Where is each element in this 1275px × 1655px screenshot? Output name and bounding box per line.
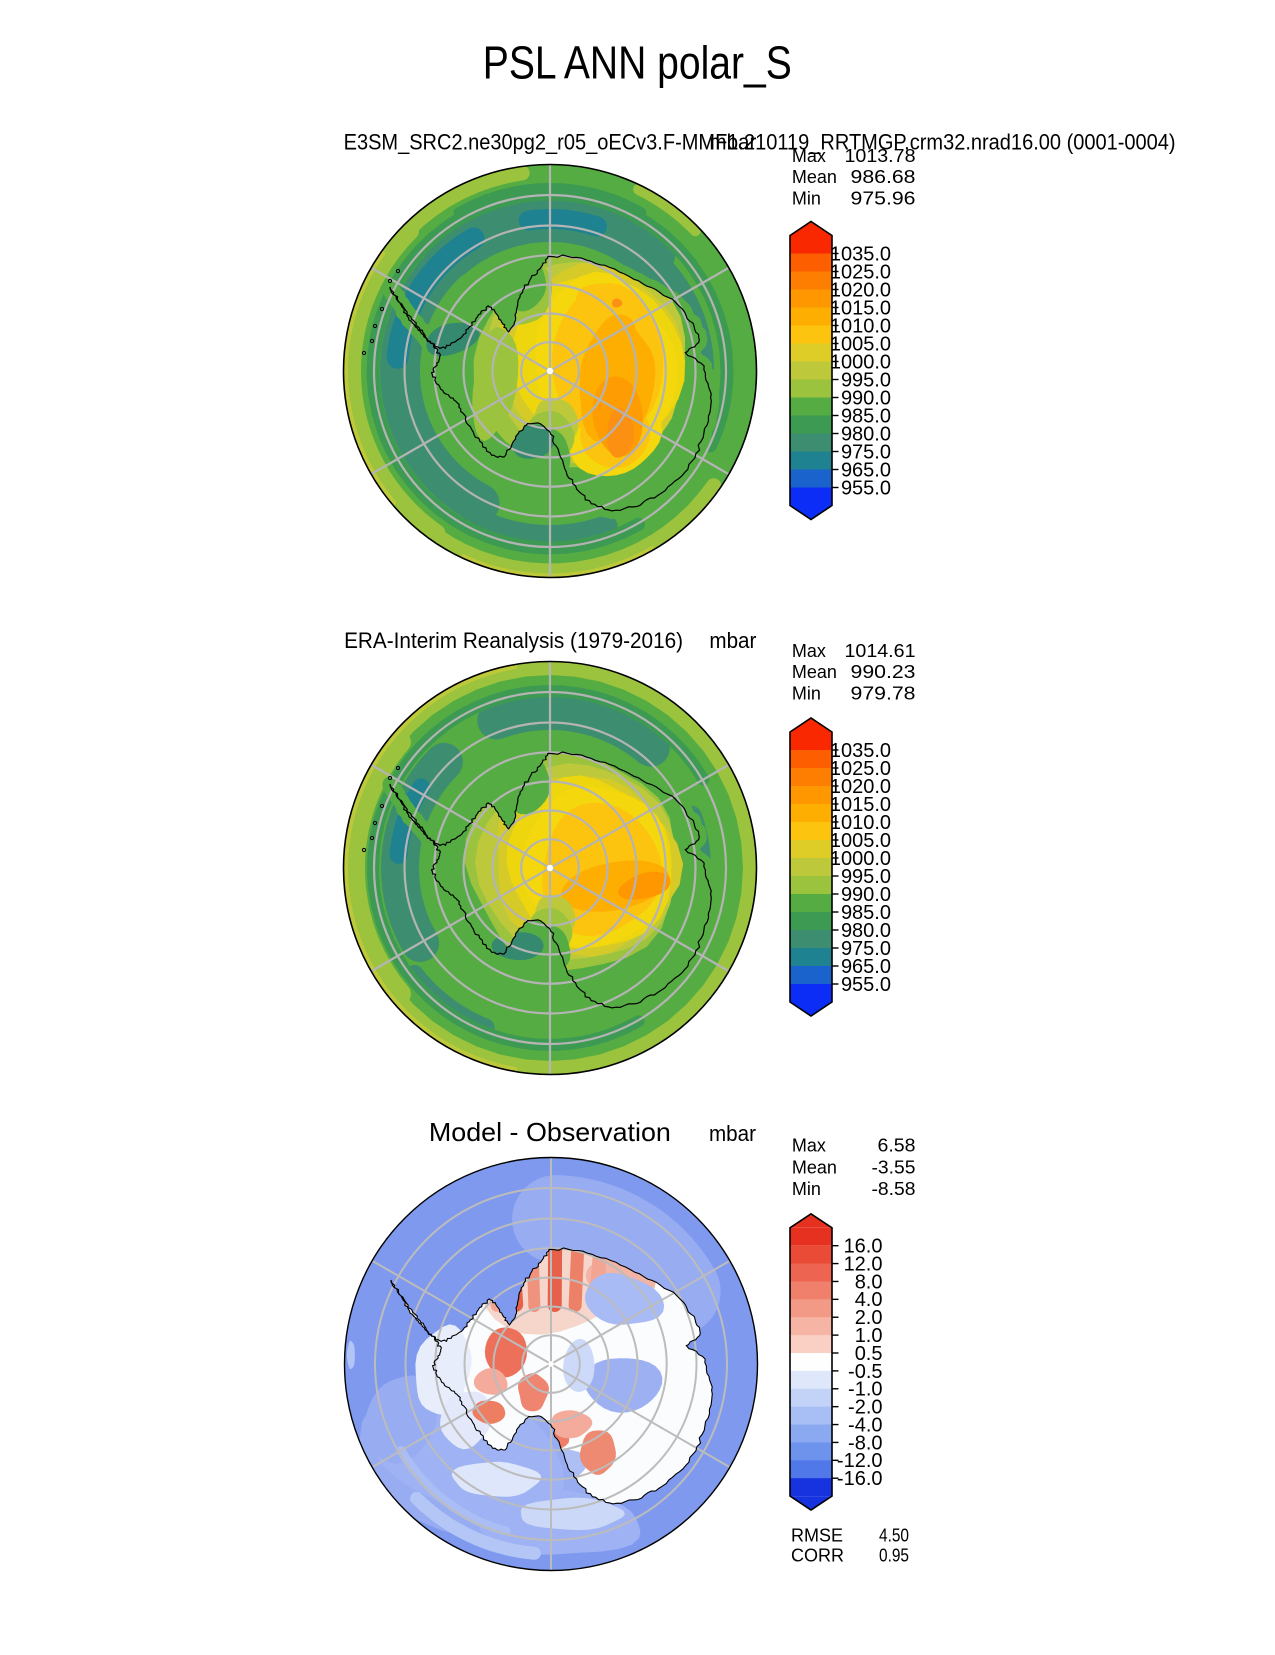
svg-text:985.0: 985.0 bbox=[841, 405, 891, 427]
svg-text:1013.78: 1013.78 bbox=[845, 146, 916, 166]
svg-text:980.0: 980.0 bbox=[841, 920, 891, 942]
svg-text:Mean: Mean bbox=[792, 167, 837, 187]
svg-text:1020.0: 1020.0 bbox=[830, 279, 891, 301]
svg-text:995.0: 995.0 bbox=[841, 369, 891, 391]
svg-text:Model - Observation: Model - Observation bbox=[429, 1117, 671, 1147]
svg-text:Max: Max bbox=[792, 641, 826, 661]
svg-text:Max: Max bbox=[792, 1136, 826, 1156]
svg-text:986.68: 986.68 bbox=[851, 167, 916, 187]
svg-text:1015.0: 1015.0 bbox=[830, 297, 891, 319]
svg-text:1010.0: 1010.0 bbox=[830, 315, 891, 337]
svg-text:Min: Min bbox=[792, 684, 821, 704]
svg-text:975.96: 975.96 bbox=[851, 189, 916, 209]
svg-text:-1.0: -1.0 bbox=[848, 1379, 882, 1401]
svg-text:Mean: Mean bbox=[792, 1157, 837, 1177]
svg-text:ERA-Interim Reanalysis (1979-2: ERA-Interim Reanalysis (1979-2016) bbox=[344, 628, 683, 653]
svg-text:995.0: 995.0 bbox=[841, 866, 891, 888]
svg-text:4.0: 4.0 bbox=[855, 1289, 883, 1311]
svg-text:990.0: 990.0 bbox=[841, 884, 891, 906]
svg-text:1025.0: 1025.0 bbox=[830, 758, 891, 780]
svg-text:1000.0: 1000.0 bbox=[830, 351, 891, 373]
svg-text:0.5: 0.5 bbox=[855, 1343, 883, 1365]
svg-text:mbar: mbar bbox=[709, 129, 756, 154]
svg-text:Max: Max bbox=[792, 146, 826, 166]
svg-text:1014.61: 1014.61 bbox=[845, 641, 916, 661]
svg-text:975.0: 975.0 bbox=[841, 938, 891, 960]
svg-text:-0.5: -0.5 bbox=[848, 1361, 882, 1383]
svg-text:12.0: 12.0 bbox=[844, 1253, 883, 1275]
svg-text:Min: Min bbox=[792, 1179, 821, 1199]
svg-text:-12.0: -12.0 bbox=[837, 1450, 883, 1472]
svg-text:-8.0: -8.0 bbox=[848, 1432, 882, 1454]
svg-text:979.78: 979.78 bbox=[851, 684, 916, 704]
svg-text:1035.0: 1035.0 bbox=[830, 740, 891, 762]
svg-text:1020.0: 1020.0 bbox=[830, 776, 891, 798]
svg-text:-8.58: -8.58 bbox=[872, 1179, 916, 1199]
svg-text:1005.0: 1005.0 bbox=[830, 333, 891, 355]
svg-text:E3SM_SRC2.ne30pg2_r05_oECv3.F-: E3SM_SRC2.ne30pg2_r05_oECv3.F-MMF1.21011… bbox=[344, 129, 1176, 154]
svg-text:Min: Min bbox=[792, 189, 821, 209]
svg-text:955.0: 955.0 bbox=[841, 477, 891, 499]
svg-text:6.58: 6.58 bbox=[878, 1136, 916, 1156]
svg-text:-2.0: -2.0 bbox=[848, 1397, 882, 1419]
svg-text:965.0: 965.0 bbox=[841, 459, 891, 481]
svg-text:4.50: 4.50 bbox=[879, 1525, 909, 1545]
svg-text:PSL ANN polar_S: PSL ANN polar_S bbox=[483, 37, 792, 89]
svg-text:1025.0: 1025.0 bbox=[830, 261, 891, 283]
svg-text:2.0: 2.0 bbox=[855, 1307, 883, 1329]
svg-text:990.23: 990.23 bbox=[851, 662, 916, 682]
svg-text:-3.55: -3.55 bbox=[872, 1157, 916, 1177]
svg-text:1010.0: 1010.0 bbox=[830, 812, 891, 834]
svg-text:mbar: mbar bbox=[709, 628, 756, 653]
svg-text:mbar: mbar bbox=[709, 1121, 756, 1146]
svg-text:1015.0: 1015.0 bbox=[830, 794, 891, 816]
svg-text:Mean: Mean bbox=[792, 662, 837, 682]
svg-text:16.0: 16.0 bbox=[844, 1236, 883, 1258]
svg-text:1000.0: 1000.0 bbox=[830, 848, 891, 870]
svg-text:1.0: 1.0 bbox=[855, 1325, 883, 1347]
svg-text:980.0: 980.0 bbox=[841, 423, 891, 445]
svg-text:-4.0: -4.0 bbox=[848, 1414, 882, 1436]
svg-text:RMSE: RMSE bbox=[791, 1525, 843, 1545]
svg-text:965.0: 965.0 bbox=[841, 956, 891, 978]
svg-text:1035.0: 1035.0 bbox=[830, 243, 891, 265]
svg-text:0.95: 0.95 bbox=[879, 1545, 909, 1565]
svg-text:-16.0: -16.0 bbox=[837, 1468, 883, 1490]
svg-text:955.0: 955.0 bbox=[841, 974, 891, 996]
svg-text:CORR: CORR bbox=[791, 1545, 844, 1565]
svg-text:985.0: 985.0 bbox=[841, 902, 891, 924]
svg-text:975.0: 975.0 bbox=[841, 441, 891, 463]
svg-text:8.0: 8.0 bbox=[855, 1271, 883, 1293]
svg-text:990.0: 990.0 bbox=[841, 387, 891, 409]
svg-text:1005.0: 1005.0 bbox=[830, 830, 891, 852]
